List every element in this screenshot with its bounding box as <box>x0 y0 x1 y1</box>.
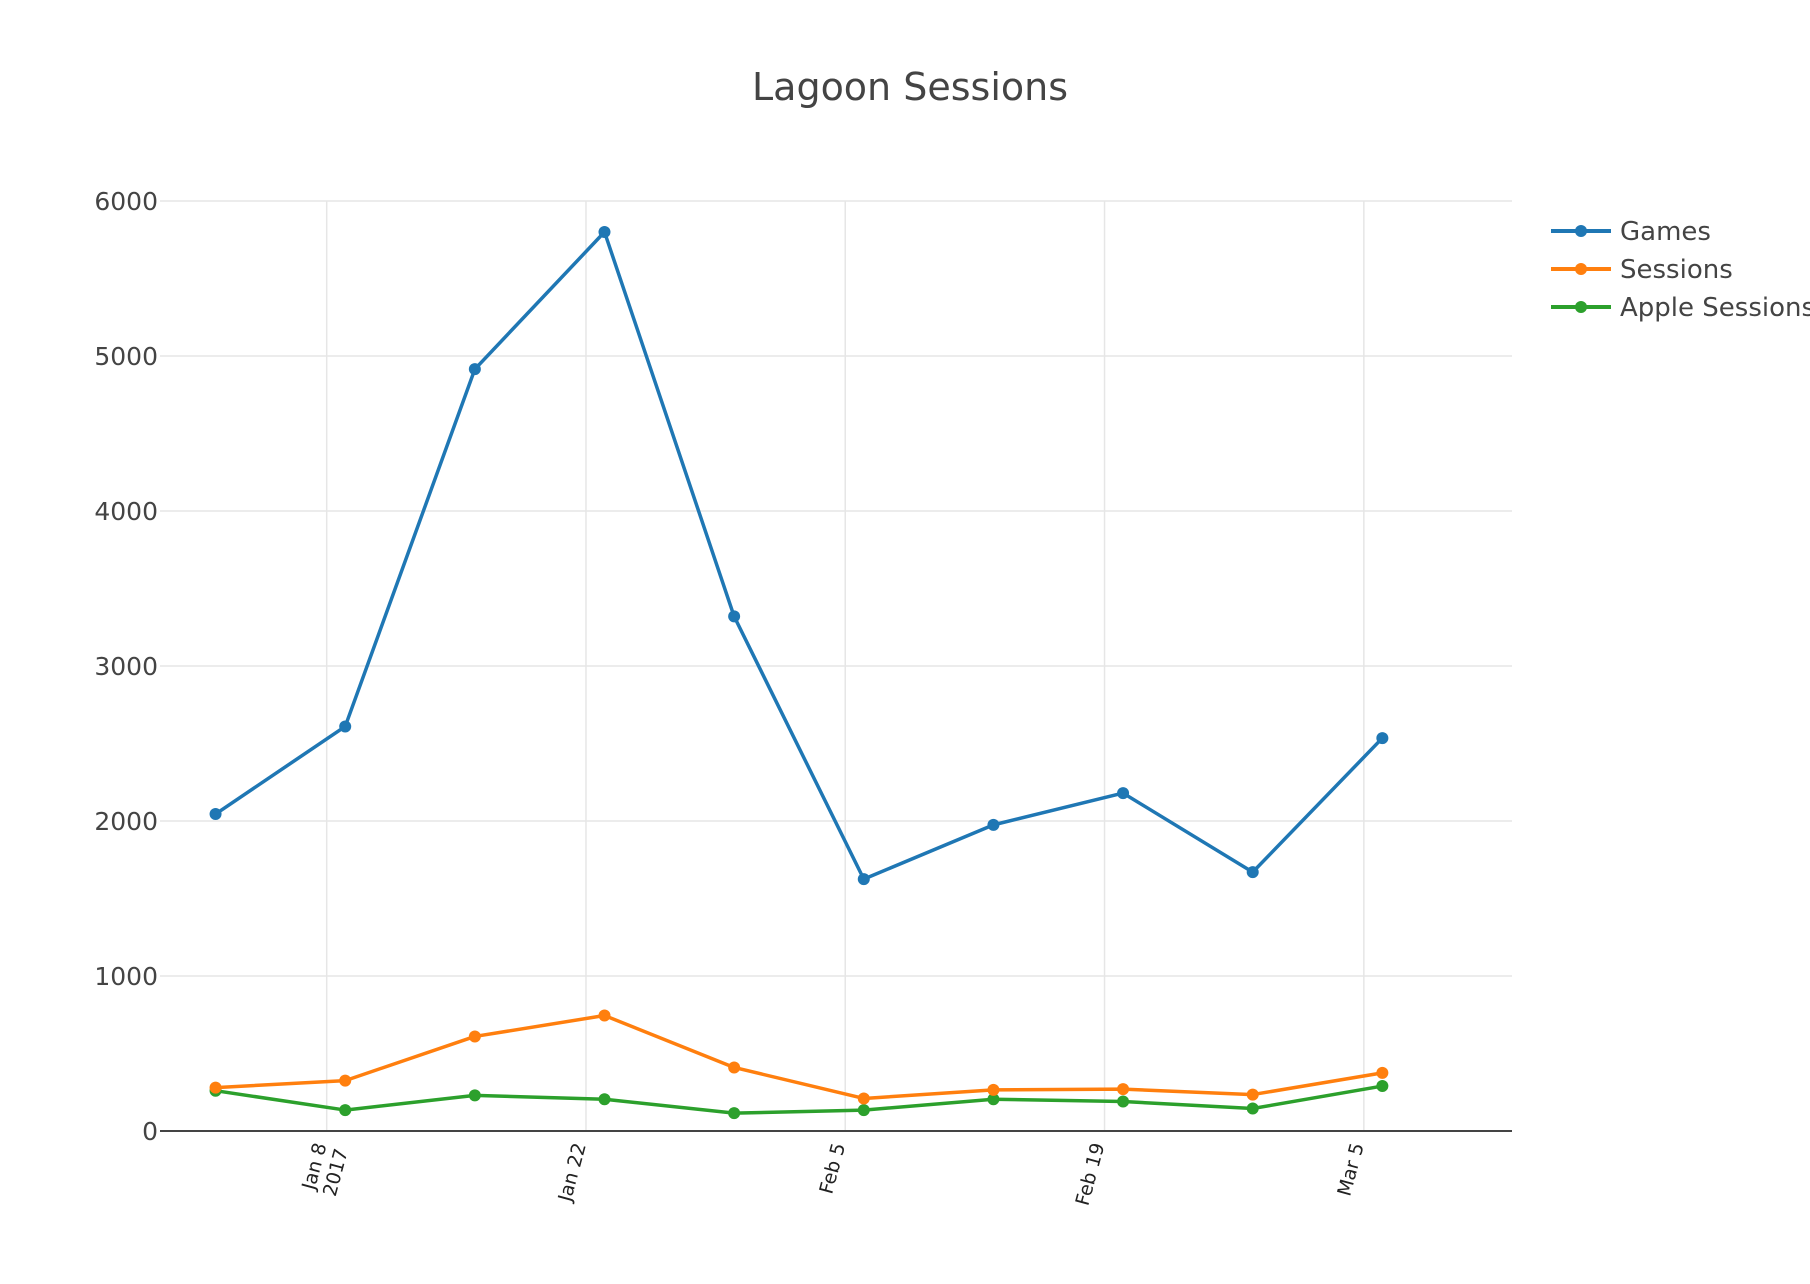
x-tick: Jan 22 <box>554 1141 591 1205</box>
data-point <box>1246 1102 1259 1115</box>
series-games <box>209 226 1389 886</box>
y-tick-label: 3000 <box>94 652 158 681</box>
data-point <box>468 363 481 376</box>
series-line <box>215 1013 1383 1101</box>
data-point <box>209 1081 222 1094</box>
legend-item[interactable]: Apple Sessions <box>1551 293 1810 323</box>
x-tick: Feb 19 <box>1072 1141 1110 1208</box>
x-tick-label: Mar 5 <box>1333 1141 1368 1199</box>
data-point <box>468 1030 481 1043</box>
legend-item[interactable]: Sessions <box>1551 255 1733 285</box>
data-point <box>728 1061 741 1074</box>
y-tick-label: 4000 <box>94 497 158 526</box>
data-point <box>857 1092 870 1105</box>
data-point <box>987 1093 1000 1106</box>
data-point <box>987 818 1000 831</box>
x-tick: Mar 5 <box>1333 1141 1368 1199</box>
legend[interactable]: Games Sessions Apple Sessions <box>1551 217 1810 323</box>
data-point <box>857 1104 870 1117</box>
data-point <box>209 808 222 821</box>
legend-label: Sessions <box>1620 255 1733 285</box>
legend-swatch-marker <box>1575 301 1587 313</box>
data-point <box>857 873 870 886</box>
chart-title: Lagoon Sessions <box>752 65 1068 109</box>
data-point <box>339 1104 352 1117</box>
legend-label: Apple Sessions <box>1620 293 1810 323</box>
data-point <box>1246 1088 1259 1101</box>
x-tick-label: Feb 19 <box>1072 1141 1110 1208</box>
data-point <box>1246 866 1259 879</box>
data-point <box>1376 732 1389 745</box>
x-tick-label: Jan 22 <box>554 1141 591 1205</box>
data-point <box>728 610 741 623</box>
y-tick-label: 5000 <box>94 342 158 371</box>
legend-item[interactable]: Games <box>1551 217 1711 247</box>
data-point <box>339 1074 352 1087</box>
y-tick-label: 0 <box>142 1117 158 1146</box>
data-point <box>1117 1083 1130 1096</box>
x-tick-label: Feb 5 <box>815 1141 850 1197</box>
y-tick-label: 2000 <box>94 807 158 836</box>
legend-label: Games <box>1620 217 1711 247</box>
data-point <box>728 1107 741 1120</box>
legend-swatch-marker <box>1575 263 1587 275</box>
data-point <box>1117 787 1130 800</box>
series-line <box>214 230 1384 881</box>
x-tick: Feb 5 <box>815 1141 850 1197</box>
series-lines <box>209 226 1389 1120</box>
data-point <box>598 1009 611 1022</box>
data-point <box>1117 1095 1130 1108</box>
data-point <box>339 720 352 733</box>
data-point <box>468 1089 481 1102</box>
series-apple-sessions <box>209 1080 1389 1120</box>
y-tick-label: 6000 <box>94 187 158 216</box>
data-point <box>598 226 611 238</box>
series-sessions <box>209 1009 1389 1105</box>
series-line <box>215 1084 1383 1115</box>
data-point <box>987 1083 1000 1096</box>
legend-swatch-marker <box>1575 225 1587 237</box>
grid-lines <box>160 200 1512 1131</box>
y-tick-label: 1000 <box>94 962 158 991</box>
data-point <box>598 1093 611 1106</box>
data-point <box>1376 1066 1389 1079</box>
data-point <box>1376 1080 1389 1093</box>
